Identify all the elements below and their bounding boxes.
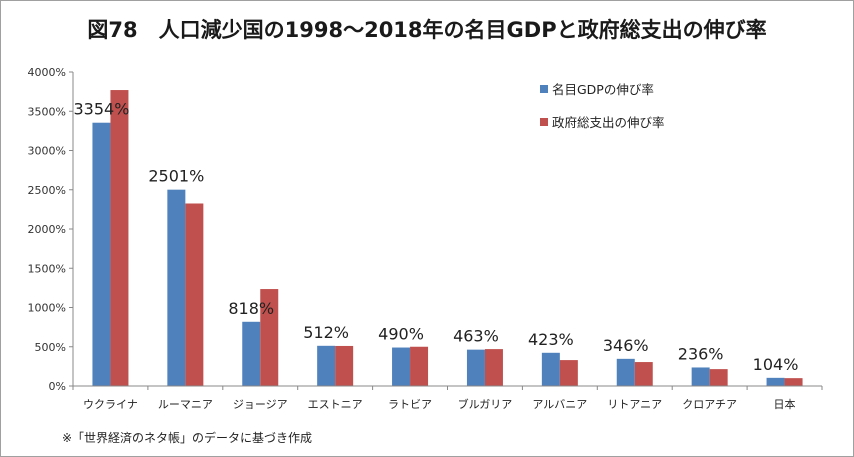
data-label: 818%	[228, 299, 274, 318]
bar-spending-growth	[110, 90, 129, 387]
y-tick-label: 2500%	[28, 184, 66, 197]
y-tick-label: 3000%	[28, 145, 66, 158]
bar-spending-growth	[260, 289, 279, 386]
bar-gdp-growth	[167, 189, 186, 386]
y-tick-label: 500%	[35, 341, 66, 354]
bar-gdp-growth	[766, 377, 785, 386]
bar-gdp-growth	[541, 352, 560, 386]
bar-spending-growth	[335, 345, 354, 386]
y-tick-label: 0%	[49, 380, 66, 393]
data-label: 463%	[453, 327, 499, 346]
category-label: リトアニア	[607, 398, 662, 411]
data-label: 490%	[378, 325, 424, 344]
data-label: 3354%	[73, 100, 129, 119]
legend-label: 名目GDPの伸び率	[552, 82, 654, 97]
category-label: アルバニア	[532, 398, 587, 411]
legend-swatch-gdp	[540, 85, 548, 93]
category-label: ルーマニア	[158, 398, 213, 411]
legend-label: 政府総支出の伸び率	[552, 115, 665, 130]
category-label: 日本	[774, 397, 796, 411]
bar-gdp-growth	[392, 347, 411, 386]
bar-spending-growth	[185, 203, 204, 386]
category-label: ラトビア	[388, 398, 432, 411]
data-label: 346%	[603, 336, 649, 355]
data-labels: 3354% 2501% 818% 512% 490% 463% 423% 346% 236% 10…	[73, 100, 798, 374]
bars	[92, 90, 803, 387]
category-label: クロアチア	[682, 398, 737, 411]
y-tick-label: 4000%	[28, 66, 66, 79]
bar-spending-growth	[484, 349, 503, 386]
y-axis: 0% 500% 1000% 1500% 2000% 2500% 3000% 3500% 4000…	[28, 66, 74, 393]
bar-spending-growth	[559, 360, 578, 386]
bar-spending-growth	[634, 362, 653, 386]
legend-swatch-spending	[540, 118, 548, 126]
chart-title: 図78 人口減少国の1998〜2018年の名目GDPと政府総支出の伸び率	[87, 18, 767, 42]
bar-spending-growth	[709, 369, 728, 386]
y-tick-label: 1000%	[28, 302, 66, 315]
y-tick-label: 2000%	[28, 223, 66, 236]
bar-gdp-growth	[466, 349, 485, 386]
y-tick-label: 3500%	[28, 105, 66, 118]
data-label: 423%	[528, 330, 574, 349]
category-label: ジョージア	[233, 398, 288, 411]
bar-gdp-growth	[92, 122, 111, 386]
bar-spending-growth	[410, 346, 429, 386]
bar-spending-growth	[784, 378, 803, 386]
y-tick-label: 1500%	[28, 262, 66, 275]
data-label: 512%	[303, 323, 349, 342]
x-axis: ウクライナ ルーマニア ジョージア エストニア ラトビア ブルガリア アルバニア リトアニア ク…	[72, 385, 823, 411]
data-label: 2501%	[148, 167, 204, 186]
category-label: エストニア	[308, 398, 363, 411]
category-label: ブルガリア	[458, 397, 513, 411]
data-label: 236%	[678, 344, 724, 363]
bar-gdp-growth	[242, 321, 261, 386]
bar-gdp-growth	[616, 358, 635, 386]
data-label: 104%	[753, 355, 799, 374]
bar-gdp-growth	[691, 367, 710, 386]
bar-gdp-growth	[317, 345, 336, 386]
category-label: ウクライナ	[83, 398, 138, 411]
source-note: ※「世界経済のネタ帳」のデータに基づき作成	[62, 431, 313, 445]
